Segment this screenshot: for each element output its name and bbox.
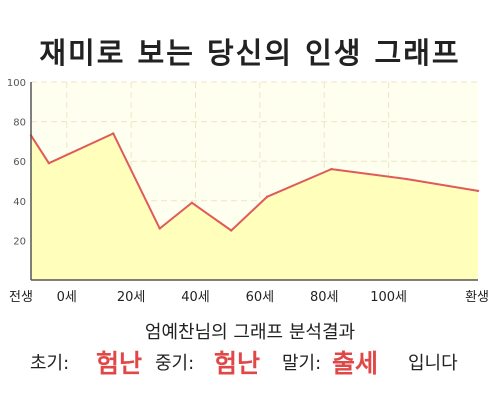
data-point [230, 229, 233, 232]
x-tick-label: 40세 [181, 290, 210, 305]
analysis-subtitle: 엄예찬님의 그래프 분석결과 [144, 322, 356, 343]
chart-title: 재미로 보는 당신의 인생 그래프 [39, 36, 461, 70]
early-value: 험난 [96, 349, 143, 378]
x-tick-label: 20세 [117, 290, 146, 305]
x-tick-label: 환생 [465, 290, 489, 305]
early-label: 초기: [30, 353, 70, 374]
analysis-result: 초기: 험난 중기: 험난 말기: 출세 입니다 [0, 346, 500, 382]
data-point [405, 177, 408, 181]
data-point [112, 132, 115, 135]
life-area [31, 133, 478, 280]
data-point [47, 161, 51, 165]
data-point [330, 167, 333, 171]
x-tick-label: 60세 [246, 290, 275, 305]
y-tick-label: 60 [13, 157, 26, 168]
result-suffix: 입니다 [408, 353, 458, 374]
late-label: 말기: [282, 353, 322, 374]
data-point [158, 227, 161, 230]
x-tick-label: 0세 [57, 290, 77, 305]
life-line [30, 132, 479, 232]
y-tick-label: 80 [13, 118, 26, 129]
data-point [265, 195, 269, 199]
life-graph-chart: 20 40 60 80 100 전생 0세 20세 40세 60세 80세 100세 환생 [7, 78, 489, 305]
x-tick-label: 80세 [310, 290, 339, 305]
y-tick-label: 20 [13, 236, 26, 247]
mid-value: 험난 [214, 349, 261, 378]
x-tick-label: 전생 [9, 290, 33, 305]
y-tick-label: 100 [7, 78, 26, 89]
y-tick-label: 40 [13, 197, 26, 208]
data-point [476, 189, 480, 193]
mid-label: 중기: [155, 353, 195, 374]
late-value: 출세 [332, 349, 379, 378]
x-tick-label: 100세 [370, 290, 407, 305]
data-point [190, 201, 194, 204]
